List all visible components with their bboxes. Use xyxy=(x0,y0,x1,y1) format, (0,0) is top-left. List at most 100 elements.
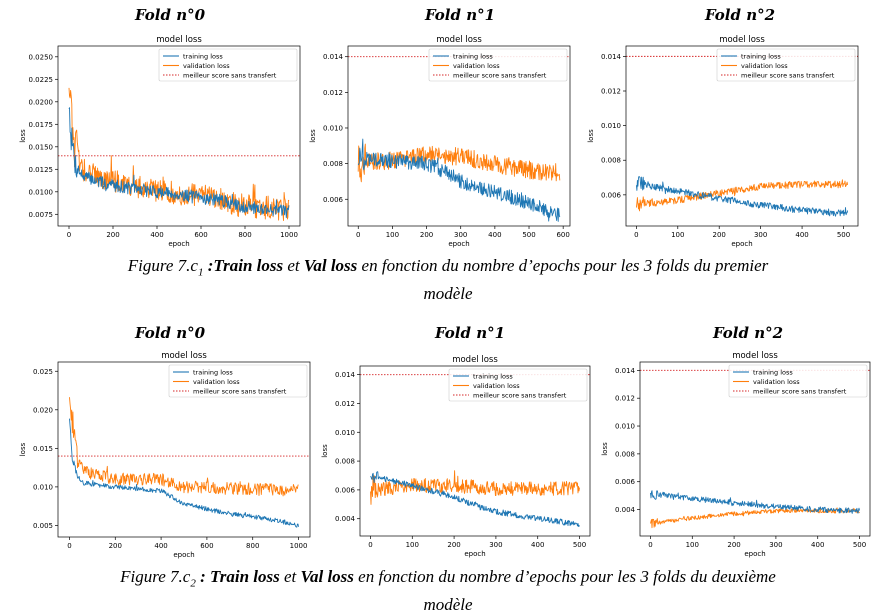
x-tick-label: 200 xyxy=(727,541,740,549)
x-tick-label: 600 xyxy=(194,231,207,239)
y-tick-label: 0.012 xyxy=(323,89,343,97)
legend-training-loss-label: training loss xyxy=(453,53,493,61)
legend-reference-label: meilleur score sans transfert xyxy=(741,72,835,80)
chart-title: model loss xyxy=(161,351,207,361)
fold-title: Fold n°2 xyxy=(712,324,784,342)
y-axis-label: loss xyxy=(601,442,609,456)
x-tick-label: 100 xyxy=(686,541,699,549)
x-tick-label: 0 xyxy=(648,541,652,549)
legend-validation-loss-label: validation loss xyxy=(741,62,788,70)
legend-reference-label: meilleur score sans transfert xyxy=(753,388,847,396)
y-tick-label: 0.004 xyxy=(335,515,356,523)
loss-chart-model1-fold0: model loss 0 200 400 600 800 1000 0.0075 0.0100 0… xyxy=(19,35,301,248)
loss-chart-model1-fold1: model loss 0 100 200 300 400 500 600 0.006 0.008 0… xyxy=(309,35,571,248)
y-tick-label: 0.010 xyxy=(323,124,343,132)
training-loss-line xyxy=(357,138,561,222)
y-tick-label: 0.010 xyxy=(615,423,635,431)
training-loss-line xyxy=(68,107,290,219)
training-loss-line xyxy=(650,490,860,514)
legend-training-loss-label: training loss xyxy=(183,53,223,61)
chart-title: model loss xyxy=(436,35,482,45)
y-tick-label: 0.0250 xyxy=(29,53,54,61)
x-tick-label: 100 xyxy=(671,231,684,239)
x-tick-label: 1000 xyxy=(290,542,308,550)
y-axis-label: loss xyxy=(19,442,27,456)
legend-reference-label: meilleur score sans transfert xyxy=(473,392,567,400)
loss-chart-model1-fold2: model loss 0 100 200 300 400 500 0.006 0.008 0.01… xyxy=(587,35,859,248)
y-tick-label: 0.012 xyxy=(615,395,635,403)
x-tick-label: 1000 xyxy=(280,231,298,239)
y-tick-label: 0.012 xyxy=(601,88,621,96)
fold-title: Fold n°1 xyxy=(424,6,496,24)
legend-validation-loss-label: validation loss xyxy=(473,382,520,390)
validation-loss-line xyxy=(69,397,299,497)
x-tick-label: 800 xyxy=(246,542,259,550)
x-tick-label: 400 xyxy=(150,231,163,239)
legend-reference-label: meilleur score sans transfert xyxy=(193,388,287,396)
y-tick-label: 0.004 xyxy=(615,506,636,514)
x-axis-label: epoch xyxy=(744,550,765,558)
x-tick-label: 200 xyxy=(106,231,119,239)
loss-chart-model2-fold2: model loss 0 100 200 300 400 500 0.004 0.006 0.00… xyxy=(601,351,871,558)
chart-title: model loss xyxy=(452,355,498,365)
y-tick-label: 0.014 xyxy=(335,371,356,379)
x-tick-label: 500 xyxy=(573,541,586,549)
y-tick-label: 0.006 xyxy=(323,196,344,204)
y-tick-label: 0.014 xyxy=(323,53,344,61)
y-axis-label: loss xyxy=(19,129,27,143)
plot-frame xyxy=(625,45,859,227)
fold-title: Fold n°1 xyxy=(434,324,506,342)
legend-reference-label: meilleur score sans transfert xyxy=(183,72,277,80)
chart-title: model loss xyxy=(719,35,765,45)
x-tick-label: 200 xyxy=(447,541,460,549)
x-tick-label: 400 xyxy=(795,231,808,239)
x-axis-label: epoch xyxy=(173,551,194,559)
y-tick-label: 0.0125 xyxy=(29,166,54,174)
training-loss-line xyxy=(635,175,849,217)
loss-chart-model2-fold0: model loss 0 200 400 600 800 1000 0.005 0.010 0.0… xyxy=(19,351,311,559)
figure-caption-2: Figure 7.c2 : Train loss et Val loss en … xyxy=(120,567,776,615)
x-tick-label: 0 xyxy=(368,541,372,549)
x-tick-label: 500 xyxy=(522,231,535,239)
x-tick-label: 300 xyxy=(489,541,502,549)
x-tick-label: 200 xyxy=(420,231,433,239)
y-tick-label: 0.0200 xyxy=(29,98,54,106)
plot-frame xyxy=(347,45,571,227)
x-tick-label: 400 xyxy=(531,541,544,549)
y-tick-label: 0.008 xyxy=(615,450,635,458)
y-tick-label: 0.0225 xyxy=(29,76,54,84)
y-tick-label: 0.0150 xyxy=(29,143,54,151)
x-tick-label: 0 xyxy=(634,231,638,239)
plot-frame xyxy=(57,361,311,538)
x-tick-label: 100 xyxy=(406,541,419,549)
y-tick-label: 0.006 xyxy=(615,478,636,486)
validation-loss-line xyxy=(68,87,290,221)
x-tick-label: 200 xyxy=(109,542,122,550)
y-axis-label: loss xyxy=(309,129,317,143)
x-tick-label: 0 xyxy=(356,231,360,239)
validation-loss-line xyxy=(357,143,561,183)
y-tick-label: 0.014 xyxy=(615,367,636,375)
x-tick-label: 0 xyxy=(67,231,71,239)
legend-reference-label: meilleur score sans transfert xyxy=(453,72,547,80)
x-tick-label: 500 xyxy=(837,231,850,239)
x-axis-label: epoch xyxy=(731,240,752,248)
y-tick-label: 0.015 xyxy=(33,445,53,453)
y-axis-label: loss xyxy=(587,129,595,143)
fold-title: Fold n°0 xyxy=(134,6,206,24)
legend-validation-loss-label: validation loss xyxy=(193,378,240,386)
fold-title: Fold n°0 xyxy=(134,324,206,342)
x-tick-label: 600 xyxy=(556,231,569,239)
legend-training-loss-label: training loss xyxy=(753,369,793,377)
y-tick-label: 0.014 xyxy=(601,53,622,61)
y-tick-label: 0.010 xyxy=(335,429,355,437)
y-tick-label: 0.006 xyxy=(335,486,356,494)
x-tick-label: 300 xyxy=(754,231,767,239)
y-tick-label: 0.008 xyxy=(601,157,621,165)
x-tick-label: 100 xyxy=(386,231,399,239)
legend-validation-loss-label: validation loss xyxy=(183,62,230,70)
y-tick-label: 0.0175 xyxy=(29,121,54,129)
x-tick-label: 400 xyxy=(488,231,501,239)
